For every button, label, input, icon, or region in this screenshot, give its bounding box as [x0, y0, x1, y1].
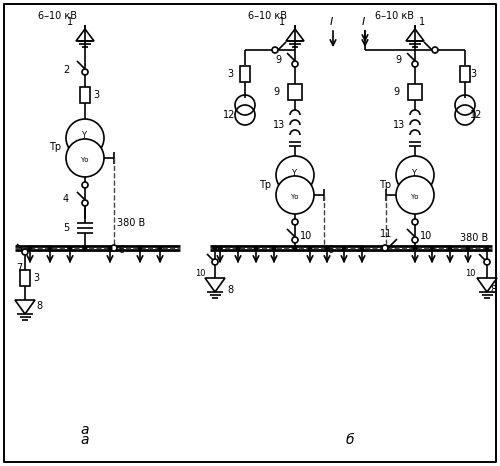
Text: 4: 4	[63, 194, 69, 204]
Text: 10: 10	[420, 231, 432, 241]
Circle shape	[111, 245, 117, 251]
Text: Тр: Тр	[379, 179, 391, 190]
Text: 8: 8	[227, 285, 233, 295]
Circle shape	[360, 246, 364, 251]
Bar	[460, 66, 470, 82]
Circle shape	[212, 259, 218, 265]
Circle shape	[218, 246, 222, 251]
Text: 9: 9	[273, 87, 279, 97]
Text: Y: Y	[411, 169, 416, 178]
Text: 6–10 кВ: 6–10 кВ	[375, 11, 414, 21]
Circle shape	[466, 246, 470, 251]
Text: 3: 3	[470, 69, 476, 79]
Text: Yо: Yо	[80, 157, 88, 163]
Text: Тр: Тр	[259, 179, 271, 190]
Text: I: I	[330, 17, 333, 27]
Text: 2: 2	[63, 65, 69, 75]
Text: 8: 8	[490, 285, 496, 295]
Text: 11: 11	[380, 229, 392, 239]
Text: 3: 3	[33, 273, 39, 283]
Bar	[288, 84, 302, 100]
Text: 12: 12	[470, 110, 482, 120]
Circle shape	[108, 246, 112, 251]
Circle shape	[254, 246, 258, 251]
Circle shape	[28, 246, 32, 251]
Text: 1: 1	[279, 17, 285, 27]
Circle shape	[212, 246, 218, 251]
Text: 3: 3	[93, 90, 99, 100]
Text: 9: 9	[395, 55, 401, 65]
Text: а: а	[81, 423, 89, 437]
Circle shape	[432, 47, 438, 53]
Circle shape	[82, 182, 88, 188]
Bar	[20, 270, 30, 286]
Text: 9: 9	[393, 87, 399, 97]
Circle shape	[158, 246, 162, 251]
Text: Yо: Yо	[410, 194, 418, 200]
Text: Yо: Yо	[290, 194, 298, 200]
Circle shape	[484, 246, 490, 251]
Text: 6–10 кВ: 6–10 кВ	[38, 11, 77, 21]
Text: I: I	[362, 17, 365, 27]
Circle shape	[236, 246, 240, 251]
Text: Тр: Тр	[49, 143, 61, 152]
Circle shape	[412, 219, 418, 225]
Circle shape	[324, 246, 330, 251]
Text: 13: 13	[273, 120, 285, 130]
Text: 6: 6	[118, 245, 124, 255]
Circle shape	[308, 246, 312, 251]
Text: 7: 7	[16, 263, 22, 273]
Circle shape	[448, 246, 452, 251]
Text: Y: Y	[291, 169, 296, 178]
Circle shape	[272, 47, 278, 53]
Circle shape	[292, 246, 298, 251]
Text: 10: 10	[465, 269, 475, 279]
Text: 380 В: 380 В	[460, 233, 488, 243]
Circle shape	[276, 156, 314, 194]
Circle shape	[292, 61, 298, 67]
Text: 12: 12	[223, 110, 235, 120]
Circle shape	[382, 245, 388, 251]
Circle shape	[292, 237, 298, 243]
Bar	[240, 66, 250, 82]
Text: 10: 10	[300, 231, 312, 241]
Circle shape	[82, 246, 87, 251]
Circle shape	[412, 246, 418, 251]
Circle shape	[396, 156, 434, 194]
Circle shape	[66, 119, 104, 157]
Text: 8: 8	[36, 301, 42, 311]
Text: 10: 10	[195, 269, 205, 279]
Text: 13: 13	[393, 120, 405, 130]
Circle shape	[272, 246, 276, 251]
Text: 6–10 кВ: 6–10 кВ	[248, 11, 287, 21]
Circle shape	[342, 246, 346, 251]
Text: б: б	[346, 433, 354, 447]
Circle shape	[396, 176, 434, 214]
Circle shape	[412, 237, 418, 243]
Text: а: а	[81, 433, 89, 447]
Text: 380 В: 380 В	[117, 218, 145, 228]
Circle shape	[82, 200, 88, 206]
Circle shape	[412, 246, 418, 251]
Text: 5: 5	[63, 223, 69, 233]
Text: 1: 1	[67, 17, 73, 27]
Text: Y: Y	[81, 131, 86, 141]
Circle shape	[22, 249, 28, 255]
Text: 1: 1	[419, 17, 425, 27]
Circle shape	[138, 246, 142, 251]
Bar	[80, 87, 90, 103]
Circle shape	[484, 259, 490, 265]
Circle shape	[68, 246, 72, 251]
Circle shape	[48, 246, 52, 251]
Text: 9: 9	[275, 55, 281, 65]
Bar	[408, 84, 422, 100]
Circle shape	[276, 176, 314, 214]
Circle shape	[412, 61, 418, 67]
Circle shape	[430, 246, 434, 251]
Circle shape	[66, 139, 104, 177]
Circle shape	[292, 219, 298, 225]
Text: 3: 3	[227, 69, 233, 79]
Circle shape	[82, 69, 88, 75]
Text: 6: 6	[327, 245, 333, 255]
